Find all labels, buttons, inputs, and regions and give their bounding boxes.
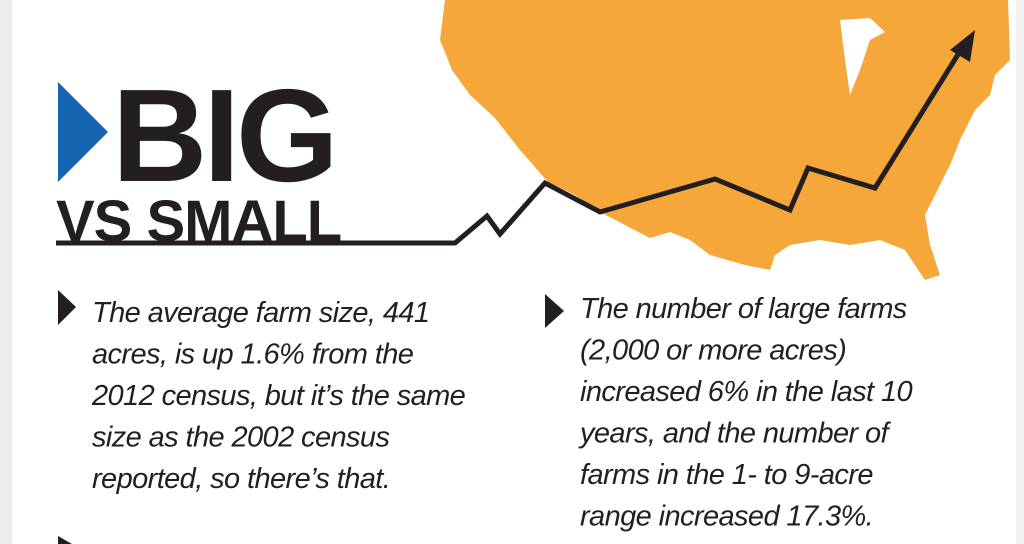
bullet-line: years, and the number of (578, 418, 892, 450)
great-lakes-cut (840, 18, 885, 95)
left-edge (0, 0, 12, 544)
bullet-text: The average farm size, 441 acres, is up 1… (91, 297, 466, 495)
us-map (440, 0, 1010, 280)
bullet-line: 2012 census, but it’s the same (91, 380, 466, 412)
right-edge (1016, 0, 1024, 544)
bullet-line: range increased 17.3%. (580, 501, 873, 533)
bullet-marker (58, 536, 72, 544)
trend-arrowhead (950, 30, 975, 62)
title-marker (58, 82, 108, 182)
bullet-text: The number of large farms (2,000 or more … (578, 293, 913, 533)
bullet-line: farms in the 1- to 9-acre (580, 459, 873, 491)
bullet-line: size as the 2002 census (92, 422, 389, 454)
bullet-line: The number of large farms (580, 293, 907, 325)
bullet-line: (2,000 or more acres) (580, 335, 846, 367)
title-main: BIG (112, 62, 335, 209)
bullet-marker (545, 294, 564, 328)
trend-line (56, 46, 965, 246)
bullet-line: increased 6% in the last 10 (580, 376, 912, 408)
bullet-line: reported, so there’s that. (92, 463, 390, 495)
bullet-marker (58, 290, 76, 325)
bullet-line: The average farm size, 441 (92, 297, 429, 329)
bullet-line: acres, is up 1.6% from the (92, 339, 414, 371)
